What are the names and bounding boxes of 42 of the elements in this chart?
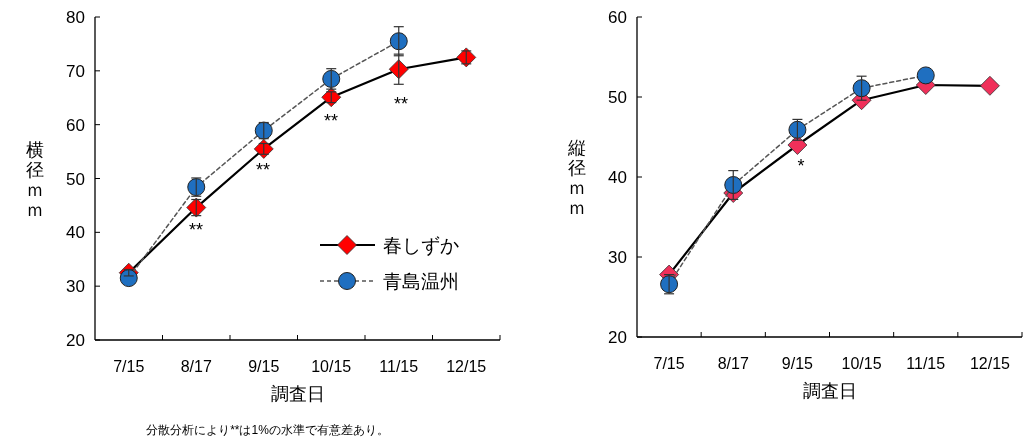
annotation: * [797, 156, 805, 176]
point [724, 176, 743, 194]
x-tick-label: 9/15 [781, 355, 814, 372]
y-tick-label: 50 [66, 169, 85, 189]
y-axis-title: 横径ｍｍ [26, 139, 44, 220]
text: 分散分析により**は1%の水準で有意差あり。 [146, 423, 389, 437]
point [852, 79, 871, 98]
annotation: ** [323, 111, 339, 131]
x-tick-label: 8/17 [180, 358, 212, 375]
x-tick-label: 7/15 [113, 358, 145, 375]
x-tick-label: 9/15 [248, 358, 280, 375]
x-tick-label: 11/15 [379, 358, 419, 375]
y-tick-label: 20 [608, 328, 627, 347]
y-tick-label: 50 [608, 88, 627, 107]
x-tick-label: 8/17 [717, 355, 749, 372]
x-axis-title: 調査日 [802, 381, 857, 401]
x-axis-title: 調査日 [270, 384, 325, 404]
x-tick-label: 11/15 [906, 355, 946, 372]
annotation: ** [255, 160, 271, 180]
x-tick-label: 10/15 [841, 355, 882, 372]
point [187, 178, 206, 197]
x-tick-label: 10/15 [311, 358, 352, 375]
x-tick-label: 7/15 [653, 355, 685, 372]
x-tick-label: 12/15 [969, 355, 1011, 372]
y-tick-label: 30 [608, 248, 627, 267]
legend-label: 青島温州 [383, 271, 459, 292]
point [980, 75, 1000, 96]
y-tick-label: 60 [608, 8, 627, 27]
x-tick-label: 12/15 [446, 358, 487, 375]
point [389, 32, 408, 51]
y-tick-label: 70 [66, 61, 85, 81]
legend-label: 春しずか [383, 235, 459, 256]
y-tick-label: 40 [608, 168, 627, 187]
annotation: ** [188, 220, 204, 240]
y-tick-label: 20 [66, 331, 85, 350]
y-axis-title: 縦径ｍｍ [567, 138, 586, 218]
point [916, 66, 935, 85]
y-tick-label: 40 [66, 223, 85, 243]
y-tick-label: 30 [66, 277, 85, 297]
y-tick-label: 60 [66, 115, 85, 135]
annotation: ** [393, 94, 409, 114]
y-tick-label: 80 [66, 8, 85, 27]
